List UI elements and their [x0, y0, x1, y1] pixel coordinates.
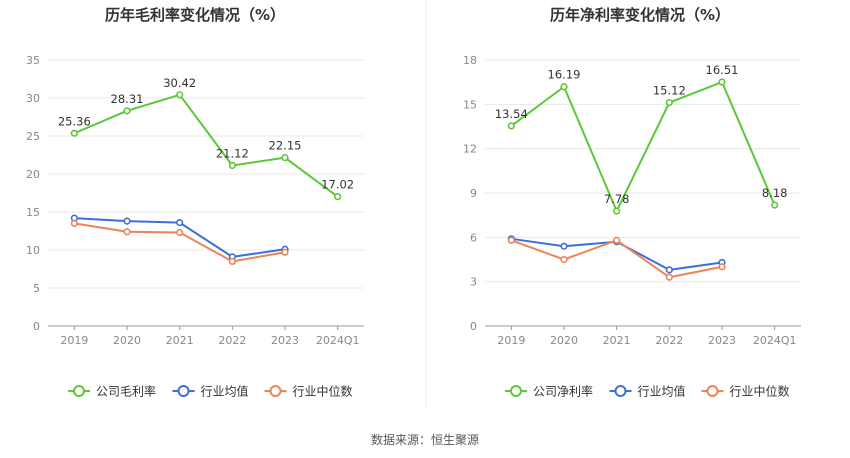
- data-label: 13.54: [495, 107, 528, 121]
- legend-marker: [177, 385, 190, 397]
- x-tick-label: 2023: [708, 334, 736, 347]
- chart-title: 历年净利率变化情况（%）: [550, 6, 730, 24]
- legend-marker: [73, 385, 85, 397]
- data-label: 17.02: [321, 178, 354, 192]
- data-point-industry-median[interactable]: [70, 219, 78, 227]
- x-tick-label: 2024Q1: [753, 334, 797, 347]
- data-source: 数据来源：恒生聚源: [371, 432, 479, 447]
- data-point-company[interactable]: [334, 193, 342, 201]
- data-point-industry-median[interactable]: [228, 257, 236, 266]
- legend-marker: [706, 385, 719, 397]
- data-point-industry-average[interactable]: [560, 242, 568, 250]
- series-line-company: [73, 93, 339, 198]
- data-point-company[interactable]: [70, 129, 78, 137]
- y-tick-label: 9: [470, 187, 477, 200]
- x-tick-label: 2021: [166, 334, 194, 347]
- data-point-company[interactable]: [613, 207, 621, 215]
- legend-label: 公司净利率: [533, 384, 593, 399]
- data-point-company[interactable]: [771, 201, 779, 209]
- x-tick-label: 2022: [655, 334, 683, 347]
- legend-label: 行业均值: [201, 384, 249, 399]
- x-tick-label: 2022: [218, 334, 246, 347]
- data-point-industry-median[interactable]: [665, 273, 673, 281]
- gross-margin-chart: 历年毛利率变化情况（%） 0 5 10 15 20 25 30 35 2019 2020 2021 2…: [26, 6, 364, 399]
- data-label: 22.15: [269, 139, 302, 153]
- data-point-industry-median[interactable]: [123, 228, 131, 236]
- legend-item-industry-median[interactable]: 行业中位数: [701, 384, 790, 399]
- x-tick-label: 2024Q1: [316, 334, 360, 347]
- data-label: 16.19: [548, 68, 581, 82]
- series-line-industry-median: [510, 239, 723, 279]
- data-point-industry-median[interactable]: [281, 248, 289, 256]
- x-tick-label: 2019: [497, 334, 525, 347]
- data-point-industry-median[interactable]: [613, 236, 621, 244]
- y-tick-label: 10: [26, 244, 40, 257]
- data-label: 16.51: [706, 63, 739, 77]
- legend-label: 行业中位数: [730, 384, 790, 399]
- data-point-company[interactable]: [281, 154, 289, 162]
- legend-item-industry-median[interactable]: 行业中位数: [264, 384, 353, 399]
- data-point-industry-median[interactable]: [507, 236, 515, 244]
- data-label: 30.42: [163, 76, 196, 90]
- data-point-company[interactable]: [718, 78, 726, 86]
- data-point-company[interactable]: [228, 161, 236, 170]
- legend-label: 行业均值: [638, 384, 686, 399]
- chart-title: 历年毛利率变化情况（%）: [105, 6, 285, 24]
- y-tick-label: 3: [470, 276, 477, 289]
- y-tick-label: 20: [26, 168, 40, 181]
- x-tick-label: 2023: [271, 334, 299, 347]
- data-point-industry-average[interactable]: [176, 219, 184, 227]
- y-tick-label: 5: [33, 282, 40, 295]
- y-tick-label: 0: [470, 320, 477, 333]
- data-point-industry-average[interactable]: [123, 217, 131, 225]
- y-tick-label: 30: [26, 92, 40, 105]
- legend-item-company[interactable]: 公司毛利率: [68, 384, 156, 399]
- data-label: 21.12: [216, 146, 249, 160]
- y-tick-label: 6: [470, 231, 477, 244]
- data-point-industry-median[interactable]: [560, 255, 568, 264]
- series-line-company: [510, 81, 776, 213]
- net-margin-chart: 历年净利率变化情况（%） 0 3 6 9 12 15 18 2019 2020 2021 2022 2…: [463, 6, 801, 399]
- y-tick-label: 35: [26, 54, 40, 67]
- legend-label: 公司毛利率: [96, 384, 156, 399]
- legend-marker: [614, 385, 627, 397]
- y-tick-label: 0: [33, 320, 40, 333]
- data-point-company[interactable]: [176, 91, 184, 99]
- data-point-company[interactable]: [560, 83, 568, 91]
- x-tick-label: 2019: [60, 334, 88, 347]
- data-label: 28.31: [111, 92, 144, 106]
- legend-label: 行业中位数: [293, 384, 353, 399]
- y-tick-label: 12: [463, 143, 477, 156]
- x-tick-label: 2021: [603, 334, 631, 347]
- legend-item-industry-average[interactable]: 行业均值: [609, 384, 686, 399]
- data-point-industry-average[interactable]: [665, 266, 673, 274]
- y-tick-label: 18: [463, 54, 477, 67]
- legend-marker: [269, 385, 282, 397]
- data-point-company[interactable]: [123, 107, 131, 115]
- data-label: 7.78: [604, 192, 630, 206]
- data-point-industry-median[interactable]: [718, 263, 726, 271]
- data-label: 25.36: [58, 114, 91, 128]
- data-point-company[interactable]: [507, 122, 515, 130]
- legend-marker: [510, 385, 522, 397]
- y-tick-label: 15: [26, 206, 40, 219]
- legend-item-industry-average[interactable]: 行业均值: [172, 384, 249, 399]
- legend-item-company[interactable]: 公司净利率: [505, 384, 593, 399]
- data-point-company[interactable]: [665, 98, 673, 107]
- x-tick-label: 2020: [113, 334, 141, 347]
- data-point-industry-median[interactable]: [176, 228, 184, 237]
- x-tick-label: 2020: [550, 334, 578, 347]
- y-tick-label: 25: [26, 130, 40, 143]
- y-tick-label: 15: [463, 98, 477, 111]
- data-label: 15.12: [653, 84, 686, 98]
- data-label: 8.18: [762, 186, 788, 200]
